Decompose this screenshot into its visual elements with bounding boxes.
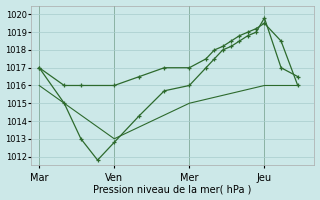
X-axis label: Pression niveau de la mer( hPa ): Pression niveau de la mer( hPa ) (93, 184, 252, 194)
